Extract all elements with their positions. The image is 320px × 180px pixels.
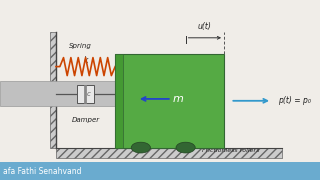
Bar [77,85,94,103]
Text: c: c [87,91,91,97]
Text: k: k [84,56,88,65]
Bar [115,54,123,148]
Bar [50,32,56,148]
Text: p(t) = p₀: p(t) = p₀ [278,96,311,105]
Circle shape [176,142,195,153]
Bar [56,148,282,158]
Text: Frictionless rollers: Frictionless rollers [202,148,259,154]
Circle shape [131,142,150,153]
Text: m: m [173,94,184,104]
Text: afa Fathi Senahvand: afa Fathi Senahvand [3,166,82,176]
Bar [115,54,224,148]
Text: Spring: Spring [69,43,92,49]
Text: u(t): u(t) [198,22,212,31]
Text: tic loading p₀ we have p₀ = kuₛₜ: tic loading p₀ we have p₀ = kuₛₜ [3,169,118,175]
Text: Damper: Damper [72,117,100,123]
Bar [0,81,115,106]
